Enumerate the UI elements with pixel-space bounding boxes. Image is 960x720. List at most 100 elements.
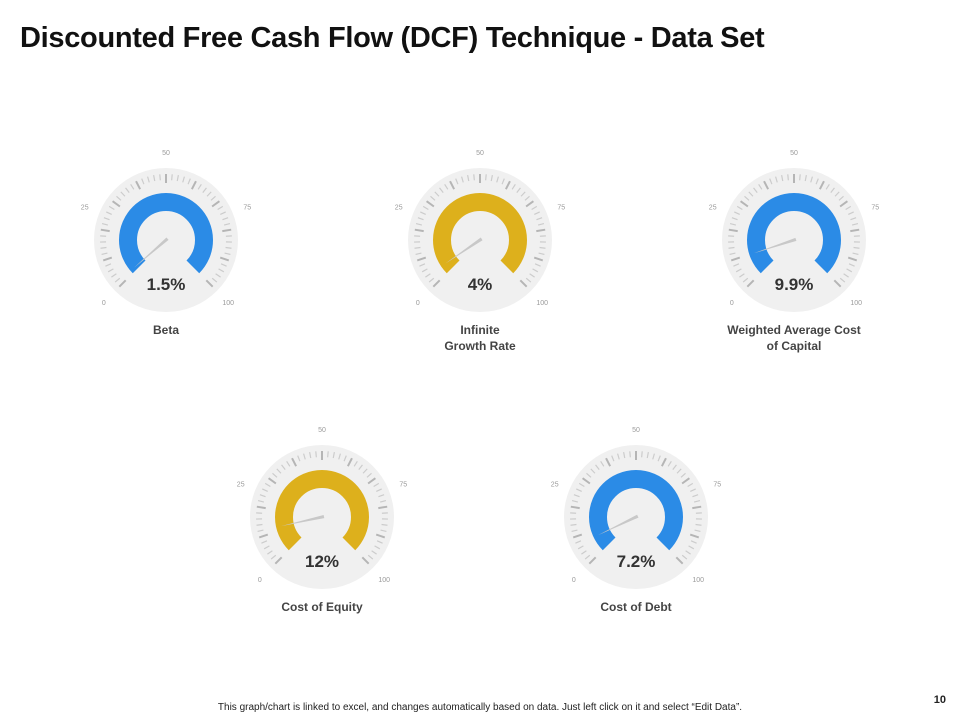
gauge-tick-label: 25 bbox=[551, 481, 559, 488]
gauge-needle bbox=[445, 237, 483, 264]
gauge-tick bbox=[141, 178, 145, 185]
gauge-tick bbox=[681, 554, 688, 560]
gauge-tick bbox=[733, 263, 740, 267]
gauge-tick bbox=[617, 453, 620, 460]
gauge-tick bbox=[534, 263, 541, 267]
gauge-tick bbox=[578, 482, 585, 487]
gauge-tick bbox=[511, 183, 516, 190]
gauge-tick bbox=[687, 482, 694, 487]
gauge-tick bbox=[415, 252, 422, 255]
gauge-tick bbox=[692, 505, 702, 510]
gauge-tick bbox=[571, 500, 579, 503]
gauge-tick bbox=[847, 256, 858, 262]
gauge-tick bbox=[675, 556, 684, 565]
gauge-needle bbox=[598, 514, 639, 536]
gauge-tick-label: 0 bbox=[730, 300, 734, 307]
gauge-tick bbox=[256, 505, 266, 510]
gauge-tick bbox=[467, 175, 470, 182]
gauge-tick bbox=[641, 451, 643, 458]
gauge-tick bbox=[685, 550, 691, 555]
gauge-tick bbox=[853, 246, 860, 249]
gauge-tick bbox=[571, 529, 578, 532]
gauge-tick bbox=[851, 223, 859, 226]
gauge-label: Beta bbox=[152, 323, 179, 337]
gauge-tick bbox=[533, 256, 544, 262]
gauge-tick bbox=[830, 187, 835, 193]
gauge-tick bbox=[281, 464, 286, 470]
gauge-tick bbox=[577, 545, 584, 550]
gauge-tick bbox=[259, 494, 266, 498]
gauge-value: 1.5% bbox=[146, 275, 186, 294]
gauge-tick bbox=[688, 545, 695, 550]
gauge-tick bbox=[690, 540, 697, 544]
gauge-tick bbox=[623, 452, 626, 459]
gauge-tick bbox=[729, 223, 737, 226]
gauge-tick-label: 75 bbox=[243, 204, 251, 211]
gauge-tick bbox=[202, 187, 207, 193]
gauge-infinite-growth-rate[interactable]: 0 25 50 75 100 4% Infinite Growth Rate bbox=[380, 150, 580, 380]
gauge-tick bbox=[775, 176, 778, 183]
gauge-tick bbox=[211, 277, 218, 283]
gauge-value: 9.9% bbox=[774, 275, 814, 294]
gauge-tick bbox=[217, 205, 224, 210]
gauge-tick-label: 75 bbox=[399, 481, 407, 488]
gauge-band bbox=[589, 470, 683, 551]
gauge-tick bbox=[190, 180, 197, 190]
gauge-tick bbox=[101, 252, 108, 255]
gauge-tick bbox=[848, 211, 854, 215]
gauge-tick bbox=[584, 554, 591, 560]
gauge-tick bbox=[205, 279, 214, 288]
gauge-tick-label: 0 bbox=[258, 577, 262, 584]
gauge-band bbox=[275, 470, 369, 551]
gauge-tick bbox=[374, 545, 381, 550]
gauge-tick bbox=[206, 191, 212, 197]
gauge-tick bbox=[735, 268, 742, 273]
gauge-band bbox=[747, 193, 841, 274]
gauge-tick bbox=[657, 455, 661, 462]
gauge-tick bbox=[529, 273, 535, 278]
gauge-tick bbox=[746, 279, 755, 288]
gauge-tick bbox=[490, 175, 493, 182]
gauge-tick bbox=[112, 200, 121, 208]
gauge-tick bbox=[257, 529, 264, 532]
gauge-tick-label: 75 bbox=[557, 204, 565, 211]
gauge-tick bbox=[525, 200, 534, 208]
gauge-cost-of-debt[interactable]: 0 25 50 75 100 7.2% Cost of Debt bbox=[536, 427, 736, 657]
gauge-tick-label: 100 bbox=[692, 577, 704, 584]
gauge-tick bbox=[102, 256, 113, 262]
gauge-tick bbox=[753, 187, 758, 193]
gauge-label: Cost of Debt bbox=[600, 600, 672, 614]
gauge-tick bbox=[100, 228, 110, 233]
gauge-cost-of-equity[interactable]: 0 25 50 75 100 12% Cost of Equity bbox=[222, 427, 422, 657]
gauge-tick bbox=[825, 183, 830, 190]
gauge-tick bbox=[276, 468, 282, 474]
page-number: 10 bbox=[933, 694, 946, 706]
gauge-wacc[interactable]: 0 25 50 75 100 9.9% Weighted Average Cost of… bbox=[694, 150, 894, 380]
gauge-needle bbox=[754, 237, 797, 254]
gauge-band bbox=[433, 193, 527, 274]
gauge-tick bbox=[420, 211, 426, 215]
gauge-tick bbox=[430, 195, 436, 201]
gauge-tick bbox=[769, 178, 773, 185]
gauge-tick bbox=[595, 464, 600, 470]
gauge-tick bbox=[422, 205, 429, 210]
gauge-tick bbox=[695, 523, 702, 526]
gauge-tick bbox=[130, 183, 135, 190]
gauge-tick bbox=[215, 273, 221, 278]
gauge-tick bbox=[536, 217, 543, 221]
gauge-tick bbox=[689, 533, 700, 539]
gauge-tick bbox=[804, 175, 807, 182]
gauge-tick bbox=[147, 176, 150, 183]
gauge-tick bbox=[834, 191, 840, 197]
gauge-tick bbox=[103, 217, 110, 221]
gauge-tick bbox=[256, 523, 263, 526]
gauge-tick bbox=[485, 174, 487, 181]
gauge-tick bbox=[815, 178, 819, 185]
gauge-tick bbox=[573, 494, 580, 498]
gauge-beta[interactable]: 0 25 50 75 100 1.5% Beta bbox=[66, 150, 266, 380]
gauge-tick bbox=[588, 556, 597, 565]
gauge-value: 4% bbox=[467, 275, 493, 294]
gauge-tick bbox=[520, 191, 526, 197]
gauge-tick bbox=[263, 545, 270, 550]
gauge-tick-label: 25 bbox=[237, 481, 245, 488]
